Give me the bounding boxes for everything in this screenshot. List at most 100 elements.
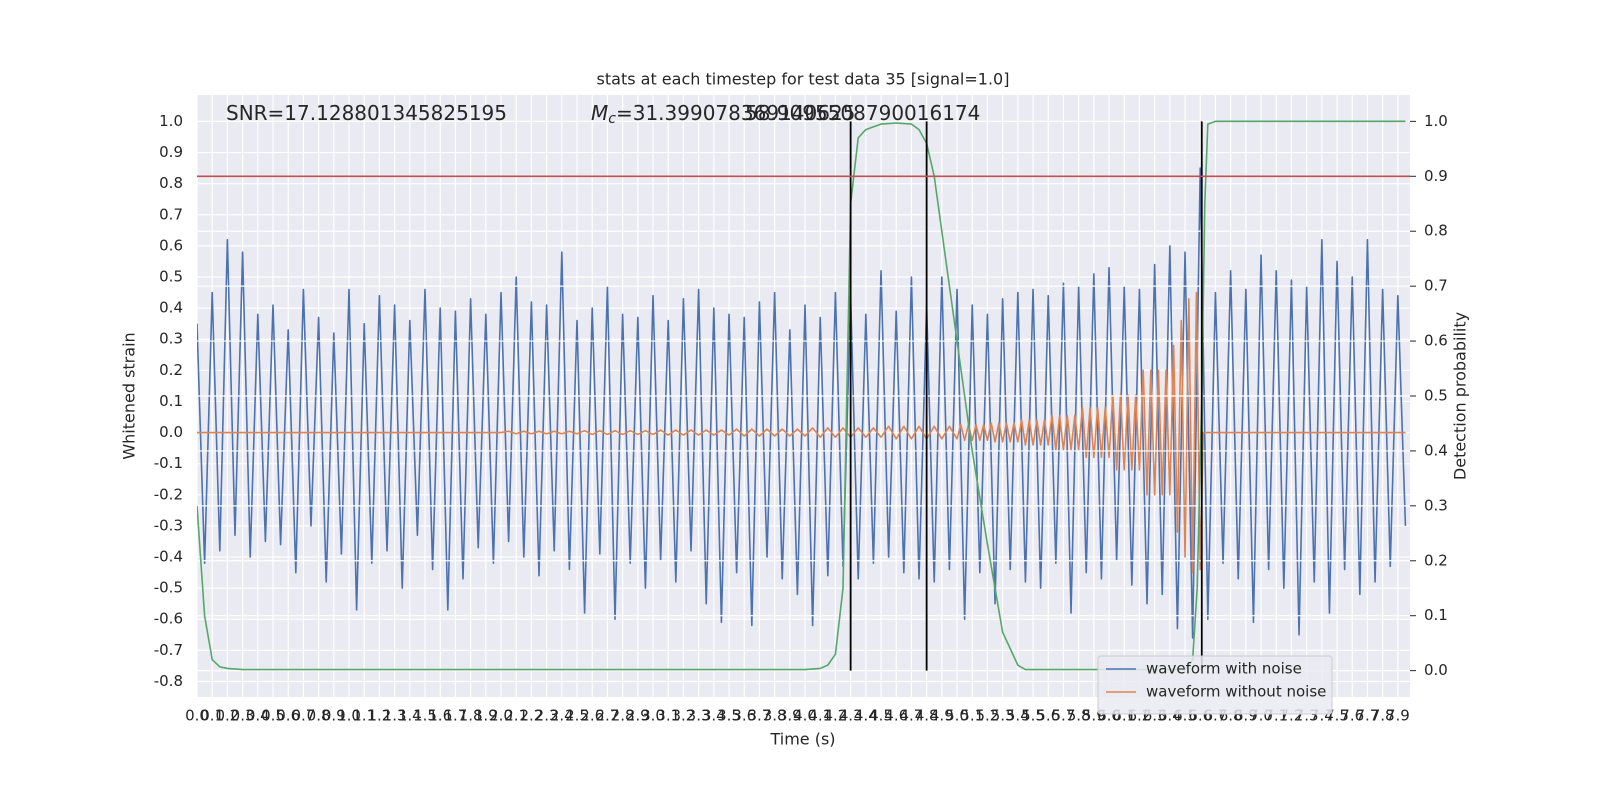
x-tick-label: 1.9 (474, 707, 498, 725)
x-tick-label: 1.8 (459, 707, 483, 725)
x-tick-label: 3.2 (671, 707, 695, 725)
y-tick-label: 1.0 (159, 112, 183, 130)
x-tick-label: 4.5 (869, 707, 893, 725)
y-tick-label: 0.3 (159, 330, 183, 348)
x-tick-label: 3.4 (702, 707, 726, 725)
x-tick-label: 2.7 (595, 707, 619, 725)
x-tick-label: 3.1 (656, 707, 680, 725)
y2-tick-label: 0.9 (1424, 167, 1448, 185)
x-tick-label: 0.3 (231, 707, 255, 725)
x-tick-label: 1.2 (367, 707, 391, 725)
x-tick-label: 2.0 (489, 707, 513, 725)
y2-axis-label: Detection probability (1451, 312, 1470, 480)
y-tick-label: 0.9 (159, 143, 183, 161)
x-tick-label: 0.5 (261, 707, 285, 725)
x-tick-label: 0.2 (215, 707, 239, 725)
annotation-text: =31.399078369140625 (616, 101, 855, 125)
y-tick-label: -0.4 (154, 548, 183, 566)
x-tick-label: 4.1 (808, 707, 832, 725)
x-tick-label: 4.4 (854, 707, 878, 725)
y2-tick-label: 0.2 (1424, 551, 1448, 569)
annotation: Mc=31.399078369140625 (591, 101, 855, 128)
x-tick-label: 0.1 (200, 707, 224, 725)
x-tick-label: 2.3 (535, 707, 559, 725)
legend-label: waveform with noise (1146, 660, 1302, 678)
x-tick-label: 2.4 (550, 707, 574, 725)
x-tick-label: 1.6 (428, 707, 452, 725)
x-tick-label: 4.2 (823, 707, 847, 725)
annotation-symbol: M (591, 101, 608, 125)
y-tick-label: -0.5 (154, 579, 183, 597)
x-tick-label: 2.6 (580, 707, 604, 725)
y2-tick-label: 0.5 (1424, 387, 1448, 405)
annotation-text: 58.9095508790016174 (745, 101, 980, 125)
x-tick-label: 3.3 (687, 707, 711, 725)
y-axis-label: Whitened strain (120, 332, 139, 459)
x-tick-label: 7.8 (1371, 707, 1395, 725)
x-tick-label: 2.9 (626, 707, 650, 725)
x-tick-label: 3.6 (732, 707, 756, 725)
annotation: 58.9095508790016174 (745, 101, 980, 125)
x-tick-label: 2.2 (519, 707, 543, 725)
x-tick-label: 5.0 (945, 707, 969, 725)
x-tick-label: 1.3 (383, 707, 407, 725)
plot-area (197, 167, 1407, 639)
x-tick-label: 1.1 (352, 707, 376, 725)
y-tick-label: -0.1 (154, 454, 183, 472)
x-tick-label: 4.7 (899, 707, 923, 725)
x-tick-label: 4.9 (930, 707, 954, 725)
x-tick-label: 7.6 (1340, 707, 1364, 725)
x-tick-label: 1.0 (337, 707, 361, 725)
y2-tick-label: 0.6 (1424, 332, 1448, 350)
y2-tick-label: 0.8 (1424, 222, 1448, 240)
x-tick-label: 5.4 (1006, 707, 1030, 725)
x-tick-label: 4.8 (915, 707, 939, 725)
y-tick-label: -0.6 (154, 610, 183, 628)
x-tick-label: 5.8 (1067, 707, 1091, 725)
x-tick-label: 0.7 (291, 707, 315, 725)
y2-tick-label: 0.1 (1424, 606, 1448, 624)
x-tick-label: 3.0 (641, 707, 665, 725)
y2-tick-label: 0.4 (1424, 441, 1448, 459)
x-tick-label: 4.3 (839, 707, 863, 725)
x-tick-label: 5.3 (991, 707, 1015, 725)
y-tick-label: 0.2 (159, 361, 183, 379)
annotation-text: SNR=17.128801345825195 (226, 101, 507, 125)
plot-area-secondary (197, 120, 1410, 671)
legend: waveform with noise waveform without nois… (1097, 655, 1333, 715)
y2-tick-label: 1.0 (1424, 112, 1448, 130)
x-tick-label: 2.5 (565, 707, 589, 725)
x-tick-label: 0.0 (185, 707, 209, 725)
y-tick-label: 0.4 (159, 299, 183, 317)
x-tick-label: 2.1 (504, 707, 528, 725)
legend-box (1097, 655, 1333, 715)
series-line (197, 291, 1406, 574)
x-tick-label: 3.5 (717, 707, 741, 725)
y-tick-label: 0.5 (159, 268, 183, 286)
x-tick-label: 1.5 (413, 707, 437, 725)
series-line (197, 167, 1407, 639)
x-tick-label: 7.7 (1356, 707, 1380, 725)
x-tick-label: 1.7 (443, 707, 467, 725)
x-tick-label: 3.7 (747, 707, 771, 725)
x-tick-label: 0.6 (276, 707, 300, 725)
y-tick-label: 0.7 (159, 205, 183, 223)
x-tick-label: 5.5 (1021, 707, 1045, 725)
x-tick-label: 2.8 (611, 707, 635, 725)
y-tick-label: 0.0 (159, 423, 183, 441)
y-tick-label: 0.6 (159, 236, 183, 254)
x-tick-label: 0.8 (307, 707, 331, 725)
x-tick-label: 1.4 (398, 707, 422, 725)
y2-tick-label: 0.0 (1424, 661, 1448, 679)
y-tick-label: 0.1 (159, 392, 183, 410)
y-tick-label: 0.8 (159, 174, 183, 192)
x-tick-label: 3.8 (763, 707, 787, 725)
x-tick-label: 7.9 (1386, 707, 1410, 725)
x-tick-label: 4.0 (793, 707, 817, 725)
y-tick-label: -0.3 (154, 516, 183, 534)
y2-tick-label: 0.3 (1424, 496, 1448, 514)
annotation: SNR=17.128801345825195 (226, 101, 507, 125)
x-tick-label: 3.9 (778, 707, 802, 725)
x-tick-label: 5.2 (975, 707, 999, 725)
